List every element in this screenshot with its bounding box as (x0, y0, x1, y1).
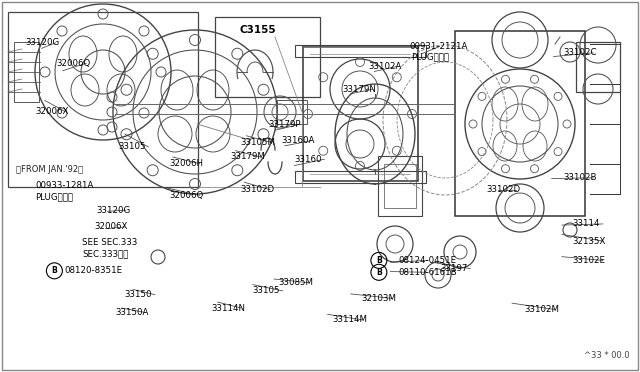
Bar (295, 171, 426, 183)
Text: 33114N: 33114N (211, 304, 245, 312)
Text: 32103M: 32103M (362, 294, 397, 303)
Text: 33105: 33105 (118, 142, 146, 151)
Text: C3155: C3155 (240, 25, 276, 35)
Text: （FROM JAN.'92）: （FROM JAN.'92） (16, 166, 83, 174)
Text: 33179P: 33179P (269, 120, 301, 129)
Text: 32006Q: 32006Q (170, 191, 204, 200)
Bar (384, 164, 416, 208)
Text: 33102M: 33102M (525, 305, 560, 314)
Text: 32006H: 32006H (170, 159, 204, 168)
Text: 33102D: 33102D (486, 185, 520, 194)
Text: B: B (376, 256, 381, 265)
Text: 33120G: 33120G (96, 206, 131, 215)
Text: 33160: 33160 (294, 155, 322, 164)
Bar (8, 12, 198, 187)
Bar (455, 31, 585, 216)
Text: 32006X: 32006X (95, 222, 128, 231)
Text: 33120G: 33120G (26, 38, 60, 47)
Text: 33102D: 33102D (240, 185, 274, 194)
Text: 33160A: 33160A (282, 136, 315, 145)
Bar (378, 156, 422, 216)
Text: 08124-0451E: 08124-0451E (398, 256, 456, 265)
Text: PLUGプラグ: PLUGプラグ (412, 52, 449, 61)
Bar (277, 100, 307, 124)
Text: 33102E: 33102E (573, 256, 606, 265)
Text: 08110-6161B: 08110-6161B (398, 268, 457, 277)
Text: 33179M: 33179M (230, 153, 265, 161)
Text: ^33 * 00.0: ^33 * 00.0 (584, 351, 630, 360)
Text: B: B (52, 266, 57, 275)
Text: 33102B: 33102B (563, 173, 596, 182)
Text: SEC.333参照: SEC.333参照 (82, 249, 128, 258)
Text: 00931-2121A: 00931-2121A (410, 42, 468, 51)
Text: 33150: 33150 (125, 290, 152, 299)
Text: 33102C: 33102C (563, 48, 596, 57)
Text: 08120-8351E: 08120-8351E (64, 266, 122, 275)
Text: 33085M: 33085M (278, 278, 314, 287)
Text: 33114: 33114 (573, 219, 600, 228)
Text: 33102A: 33102A (368, 62, 401, 71)
Text: 33114M: 33114M (333, 315, 368, 324)
Text: 32135X: 32135X (573, 237, 606, 246)
Bar (303, 46, 418, 181)
Text: 33150A: 33150A (115, 308, 148, 317)
Bar (14, 42, 39, 102)
Text: PLUGプラグ: PLUGプラグ (35, 192, 73, 201)
Text: 33179N: 33179N (342, 85, 376, 94)
Text: 33105: 33105 (253, 286, 280, 295)
Text: 32006X: 32006X (35, 107, 68, 116)
Text: 32006Q: 32006Q (56, 59, 91, 68)
Bar (295, 45, 426, 57)
Bar (576, 42, 620, 92)
Text: 33197: 33197 (440, 264, 468, 273)
Bar (215, 17, 320, 97)
Text: SEE SEC.333: SEE SEC.333 (82, 238, 138, 247)
Text: 33105M: 33105M (240, 138, 275, 147)
Text: B: B (376, 268, 381, 277)
Text: 00933-1281A: 00933-1281A (35, 182, 93, 190)
